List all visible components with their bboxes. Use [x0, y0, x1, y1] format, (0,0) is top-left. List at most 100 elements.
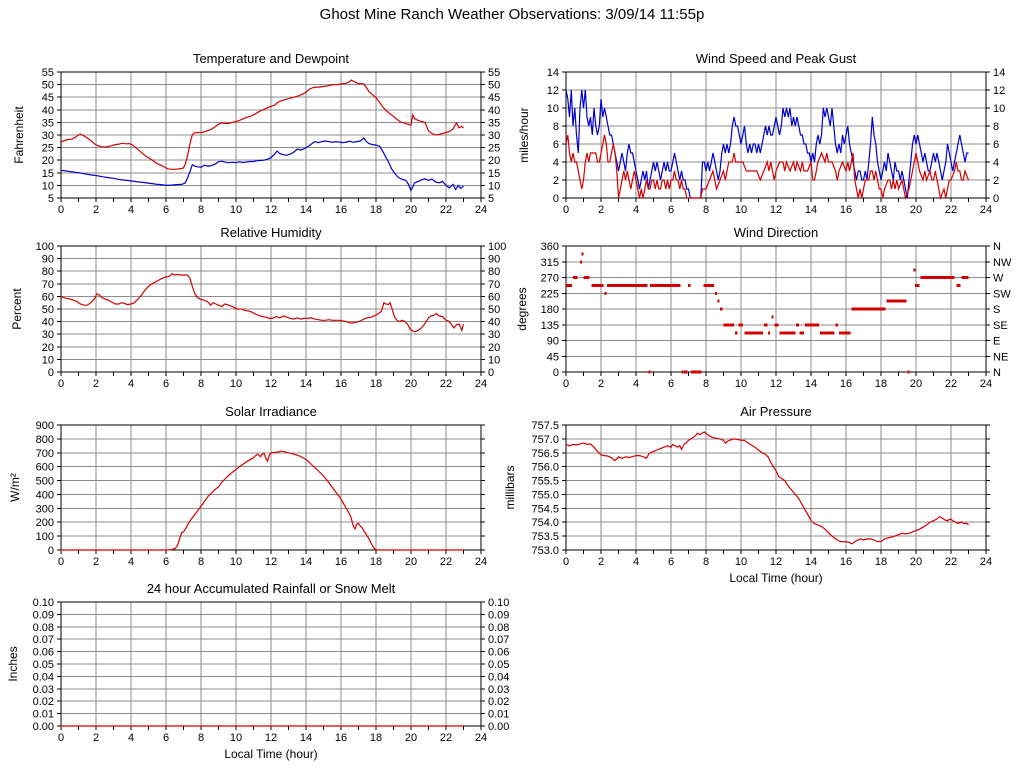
tick-marks — [57, 424, 485, 554]
svg-text:5: 5 — [488, 193, 494, 205]
svg-text:12: 12 — [265, 378, 277, 390]
series-temperature — [60, 79, 464, 170]
svg-text:0.10: 0.10 — [488, 597, 509, 609]
svg-text:225: 225 — [541, 288, 559, 300]
svg-text:20: 20 — [910, 378, 922, 390]
plot-border — [565, 71, 987, 199]
series-peak-gust — [565, 89, 969, 199]
svg-text:6: 6 — [553, 139, 559, 151]
chart-wind-direction: 0 2 4 6 8 10 12 14 16 18 20 22 240459013518022527031… — [515, 225, 1012, 390]
svg-text:4: 4 — [128, 732, 134, 744]
svg-text:22: 22 — [440, 556, 452, 568]
svg-text:200: 200 — [36, 517, 54, 529]
svg-text:18: 18 — [370, 378, 382, 390]
y-axis-label: W/m² — [8, 473, 22, 502]
y-axis-label: miles/hour — [517, 107, 531, 162]
svg-text:20: 20 — [42, 155, 54, 167]
svg-text:400: 400 — [36, 489, 54, 501]
svg-text:E: E — [993, 336, 1000, 348]
svg-text:6: 6 — [993, 139, 999, 151]
svg-text:22: 22 — [945, 378, 957, 390]
y-axis-label: degrees — [515, 287, 529, 330]
svg-text:755.5: 755.5 — [531, 476, 559, 488]
svg-text:14: 14 — [805, 556, 817, 568]
svg-text:2: 2 — [598, 378, 604, 390]
svg-text:100: 100 — [36, 531, 54, 543]
svg-text:180: 180 — [541, 304, 559, 316]
svg-text:16: 16 — [335, 204, 347, 216]
series-humidity — [60, 272, 465, 333]
svg-text:6: 6 — [668, 378, 674, 390]
svg-text:14: 14 — [300, 378, 312, 390]
svg-text:18: 18 — [370, 556, 382, 568]
svg-text:360: 360 — [541, 241, 559, 253]
svg-text:55: 55 — [488, 67, 500, 79]
svg-text:10: 10 — [547, 103, 559, 115]
svg-text:10: 10 — [42, 180, 54, 192]
svg-text:18: 18 — [875, 556, 887, 568]
y-axis-label: Percent — [10, 288, 24, 330]
svg-text:16: 16 — [840, 204, 852, 216]
series-dewpoint — [60, 137, 464, 192]
plot-border — [565, 424, 987, 551]
svg-text:30: 30 — [42, 130, 54, 142]
svg-text:0: 0 — [48, 367, 54, 379]
svg-text:18: 18 — [875, 204, 887, 216]
plot-border — [60, 424, 482, 551]
svg-text:20: 20 — [488, 155, 500, 167]
svg-text:6: 6 — [163, 378, 169, 390]
svg-text:2: 2 — [93, 732, 99, 744]
svg-text:0.10: 0.10 — [33, 597, 54, 609]
svg-text:W: W — [993, 273, 1004, 285]
svg-text:0: 0 — [488, 367, 494, 379]
svg-text:14: 14 — [300, 204, 312, 216]
series-solar — [61, 450, 464, 551]
svg-text:2: 2 — [598, 556, 604, 568]
svg-text:24: 24 — [475, 732, 487, 744]
gridlines — [60, 71, 482, 199]
svg-text:0.07: 0.07 — [488, 634, 509, 646]
chart-title: Wind Direction — [734, 225, 819, 240]
svg-text:0: 0 — [563, 556, 569, 568]
chart-title: Relative Humidity — [220, 225, 322, 240]
svg-text:4: 4 — [128, 204, 134, 216]
svg-text:24: 24 — [475, 204, 487, 216]
svg-text:N: N — [993, 241, 1001, 253]
tick-labels: 0 2 4 6 8 10 12 14 16 18 20 22 245101520253035404550… — [42, 67, 501, 216]
svg-text:0.08: 0.08 — [488, 622, 509, 634]
svg-text:4: 4 — [633, 204, 639, 216]
svg-text:0.06: 0.06 — [488, 647, 509, 659]
svg-text:10: 10 — [735, 378, 747, 390]
svg-text:100: 100 — [488, 241, 506, 253]
svg-text:24: 24 — [980, 204, 992, 216]
svg-text:0: 0 — [553, 193, 559, 205]
svg-text:4: 4 — [633, 378, 639, 390]
svg-text:45: 45 — [488, 92, 500, 104]
svg-text:14: 14 — [300, 732, 312, 744]
svg-text:30: 30 — [42, 329, 54, 341]
svg-text:20: 20 — [405, 556, 417, 568]
svg-text:2: 2 — [93, 204, 99, 216]
page-title: Ghost Mine Ranch Weather Observations: 3… — [319, 6, 705, 23]
svg-text:0: 0 — [563, 204, 569, 216]
svg-text:10: 10 — [230, 378, 242, 390]
svg-text:2: 2 — [598, 204, 604, 216]
svg-text:10: 10 — [735, 204, 747, 216]
chart-solar-irradiance: 0 2 4 6 8 10 12 14 16 18 20 22 240100200300400500600… — [8, 404, 487, 568]
chart-air-pressure: 0 2 4 6 8 10 12 14 16 18 20 22 24753.0753.5754.0754.… — [503, 404, 992, 585]
svg-text:90: 90 — [42, 254, 54, 266]
svg-text:6: 6 — [668, 204, 674, 216]
series-wind-speed — [565, 134, 970, 201]
svg-text:14: 14 — [805, 204, 817, 216]
svg-text:16: 16 — [335, 378, 347, 390]
svg-text:12: 12 — [770, 556, 782, 568]
svg-text:8: 8 — [993, 121, 999, 133]
svg-text:22: 22 — [440, 732, 452, 744]
svg-text:80: 80 — [42, 266, 54, 278]
plot-border — [565, 245, 987, 373]
tick-labels: 0 2 4 6 8 10 12 14 16 18 20 22 240246810121402468101… — [547, 67, 1006, 216]
svg-text:14: 14 — [547, 67, 559, 79]
chart-relative-humidity: 0 2 4 6 8 10 12 14 16 18 20 22 240102030405060708090… — [10, 225, 506, 390]
svg-text:0: 0 — [563, 378, 569, 390]
svg-text:500: 500 — [36, 476, 54, 488]
